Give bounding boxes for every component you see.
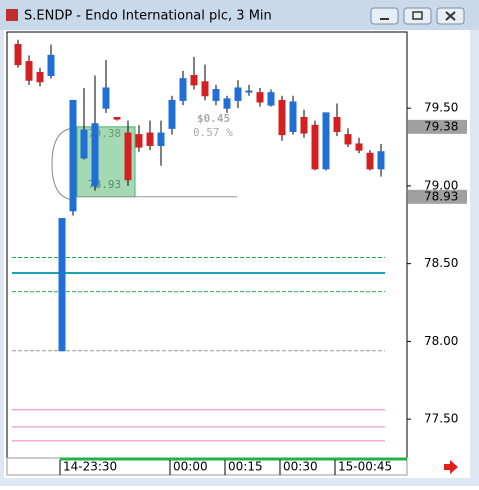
- candle-body: [179, 78, 187, 101]
- candle-body: [201, 81, 209, 97]
- candle-body: [366, 152, 374, 170]
- candle-body: [289, 101, 297, 133]
- y-tick-label: 79.50: [424, 101, 458, 115]
- candle-body: [245, 90, 253, 93]
- candle-body: [102, 87, 110, 109]
- candle-body: [58, 218, 66, 352]
- minimize-button[interactable]: [370, 7, 399, 25]
- y-tick-label: 77.50: [424, 412, 458, 426]
- candle-body: [157, 132, 165, 146]
- candle-body: [322, 112, 330, 170]
- title-bar: [0, 0, 479, 30]
- candle-body: [300, 117, 308, 134]
- candle-body: [113, 117, 121, 120]
- price-marker-label: 79.38: [424, 119, 458, 133]
- scroll-arrow[interactable]: [444, 460, 458, 474]
- candle-body: [212, 89, 220, 101]
- price-marker-label: 78.93: [424, 189, 458, 203]
- candle-body: [36, 71, 44, 83]
- x-tick-label: 14-23:30: [63, 460, 117, 474]
- candle-body: [333, 117, 341, 133]
- candle-body: [190, 75, 198, 86]
- measure-change: $0.45: [197, 112, 230, 125]
- candle-body: [267, 92, 275, 106]
- measure-bracket: [51, 127, 77, 201]
- candle-body: [14, 43, 22, 66]
- y-tick-label: 78.00: [424, 334, 458, 348]
- candle-body: [168, 99, 176, 129]
- candle-body: [311, 124, 319, 170]
- candle-body: [223, 98, 231, 109]
- candle-body: [234, 87, 242, 101]
- candle-body: [344, 134, 352, 145]
- candle-body: [256, 92, 264, 103]
- candle-body: [278, 99, 286, 136]
- price-marker: [408, 119, 467, 134]
- x-tick-label: 15-00:45: [338, 460, 392, 474]
- x-tick-label: 00:30: [283, 460, 318, 474]
- maximize-button[interactable]: [403, 7, 432, 25]
- candle-body: [377, 151, 385, 170]
- candle-body: [135, 134, 143, 148]
- candle-body: [80, 129, 88, 159]
- candle-body: [69, 99, 77, 212]
- candle-body: [146, 132, 154, 146]
- candle-body: [47, 54, 55, 77]
- candle-body: [355, 143, 363, 151]
- window-title: S.ENDP - Endo International plc, 3 Min: [24, 9, 272, 24]
- measure-percent: 0.57 %: [193, 126, 233, 139]
- price-marker: [408, 189, 467, 204]
- candle-body: [25, 61, 33, 81]
- x-tick-label: 00:15: [228, 460, 263, 474]
- candle-body: [124, 132, 132, 181]
- candle-body: [91, 123, 99, 187]
- x-tick-label: 00:00: [173, 460, 208, 474]
- window-buttons[interactable]: [370, 7, 465, 25]
- y-tick-label: 78.50: [424, 256, 458, 270]
- y-tick-label: 79.00: [424, 178, 458, 192]
- app-icon: [6, 9, 18, 21]
